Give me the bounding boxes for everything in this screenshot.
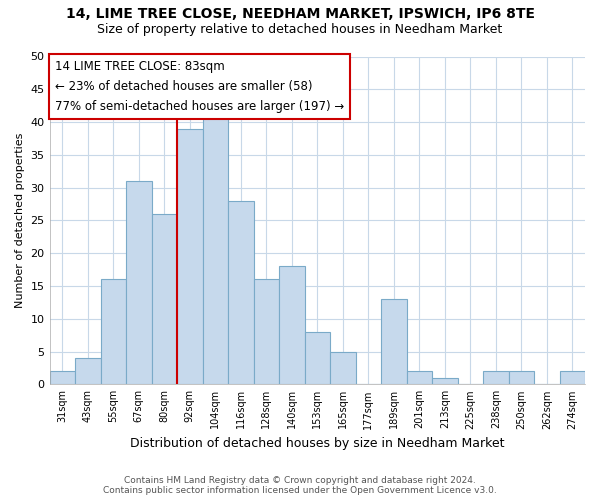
Bar — [126, 181, 152, 384]
Text: Size of property relative to detached houses in Needham Market: Size of property relative to detached ho… — [97, 22, 503, 36]
Bar — [305, 332, 330, 384]
Bar — [152, 214, 177, 384]
Bar — [483, 371, 509, 384]
Text: 14 LIME TREE CLOSE: 83sqm
← 23% of detached houses are smaller (58)
77% of semi-: 14 LIME TREE CLOSE: 83sqm ← 23% of detac… — [55, 60, 344, 113]
Bar — [101, 280, 126, 384]
Bar — [279, 266, 305, 384]
Text: 14, LIME TREE CLOSE, NEEDHAM MARKET, IPSWICH, IP6 8TE: 14, LIME TREE CLOSE, NEEDHAM MARKET, IPS… — [65, 8, 535, 22]
Bar — [50, 371, 75, 384]
Text: Contains HM Land Registry data © Crown copyright and database right 2024.
Contai: Contains HM Land Registry data © Crown c… — [103, 476, 497, 495]
Bar — [254, 280, 279, 384]
Bar — [177, 128, 203, 384]
Bar — [228, 200, 254, 384]
Bar — [75, 358, 101, 384]
Bar — [407, 371, 432, 384]
Y-axis label: Number of detached properties: Number of detached properties — [15, 132, 25, 308]
Bar — [203, 116, 228, 384]
Bar — [560, 371, 585, 384]
Bar — [432, 378, 458, 384]
Bar — [509, 371, 534, 384]
Bar — [381, 299, 407, 384]
X-axis label: Distribution of detached houses by size in Needham Market: Distribution of detached houses by size … — [130, 437, 505, 450]
Bar — [330, 352, 356, 384]
